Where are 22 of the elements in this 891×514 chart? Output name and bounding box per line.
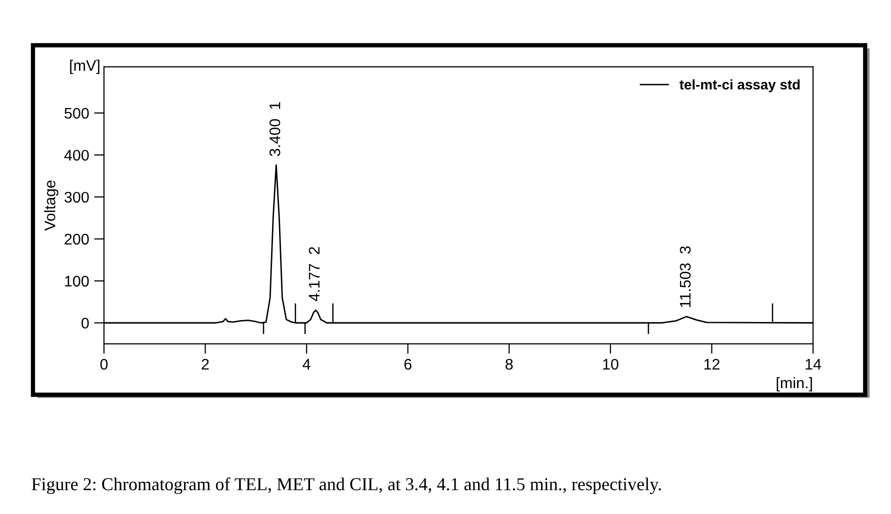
y-tick-label: 0 <box>81 318 89 329</box>
x-tick-label: 12 <box>704 358 720 370</box>
x-tick-label: 6 <box>404 358 412 370</box>
y-tick-label: 500 <box>64 108 89 119</box>
annotation: 4.177 2 <box>308 247 320 302</box>
y-tick-label: 300 <box>64 192 89 203</box>
x-tick-label: 14 <box>806 359 822 370</box>
caption: Figure 2: Chromatogram of TEL, MET and CIL, at 3.4, 4.1 and 11.5 min., respectively. <box>32 477 661 494</box>
text: [min.] <box>776 377 812 392</box>
x-tick-label: 0 <box>100 358 108 370</box>
legend-label: tel-mt-ci assay std <box>680 79 800 92</box>
x-tick-label: 8 <box>506 358 513 370</box>
text: [mV] <box>70 60 100 74</box>
y-tick-label: 100 <box>65 276 89 287</box>
annotation: 11.503 3 <box>680 246 691 308</box>
y-tick-label: 200 <box>64 234 89 245</box>
y-axis-title: Voltage <box>44 180 58 231</box>
x-tick-label: 10 <box>603 358 618 370</box>
x-tick-label: 4 <box>302 359 310 370</box>
x-tick-label: 2 <box>202 358 209 370</box>
annotation: 3.400 1 <box>269 102 280 156</box>
y-tick-label: 400 <box>64 150 89 161</box>
